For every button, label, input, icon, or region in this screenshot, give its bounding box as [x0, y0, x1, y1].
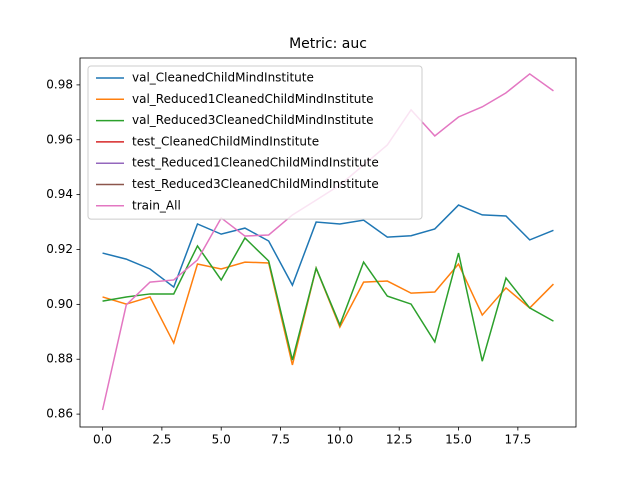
x-tick-label: 15.0	[445, 433, 472, 447]
legend-label: val_Reduced3CleanedChildMindInstitute	[132, 113, 374, 127]
y-tick-label: 0.98	[46, 77, 73, 91]
legend-label: val_Reduced1CleanedChildMindInstitute	[132, 92, 374, 106]
legend-label: train_All	[132, 198, 181, 212]
y-tick-label: 0.92	[46, 242, 73, 256]
chart-title: Metric: auc	[289, 36, 367, 52]
x-tick-label: 12.5	[386, 433, 413, 447]
legend-label: test_Reduced1CleanedChildMindInstitute	[132, 156, 379, 170]
legend-box	[87, 65, 423, 220]
y-tick-label: 0.90	[46, 297, 73, 311]
x-tick-label: 17.5	[504, 433, 531, 447]
x-tick-label: 2.5	[152, 433, 171, 447]
y-tick-label: 0.86	[46, 407, 73, 421]
series-line	[102, 236, 554, 362]
legend-label: val_CleanedChildMindInstitute	[132, 71, 314, 85]
y-tick-label: 0.94	[46, 187, 73, 201]
x-tick-label: 7.5	[271, 433, 290, 447]
axes-frame	[79, 57, 577, 428]
legend-label: test_Reduced3CleanedChildMindInstitute	[132, 177, 379, 191]
y-tick-label: 0.88	[46, 352, 73, 366]
legend-label: test_CleanedChildMindInstitute	[132, 134, 319, 148]
y-tick-label: 0.96	[46, 132, 73, 146]
x-tick-label: 0.0	[93, 433, 112, 447]
x-tick-label: 5.0	[212, 433, 231, 447]
legend: val_CleanedChildMindInstitute val_Reduced…	[87, 65, 423, 220]
x-tick-label: 10.0	[327, 433, 354, 447]
